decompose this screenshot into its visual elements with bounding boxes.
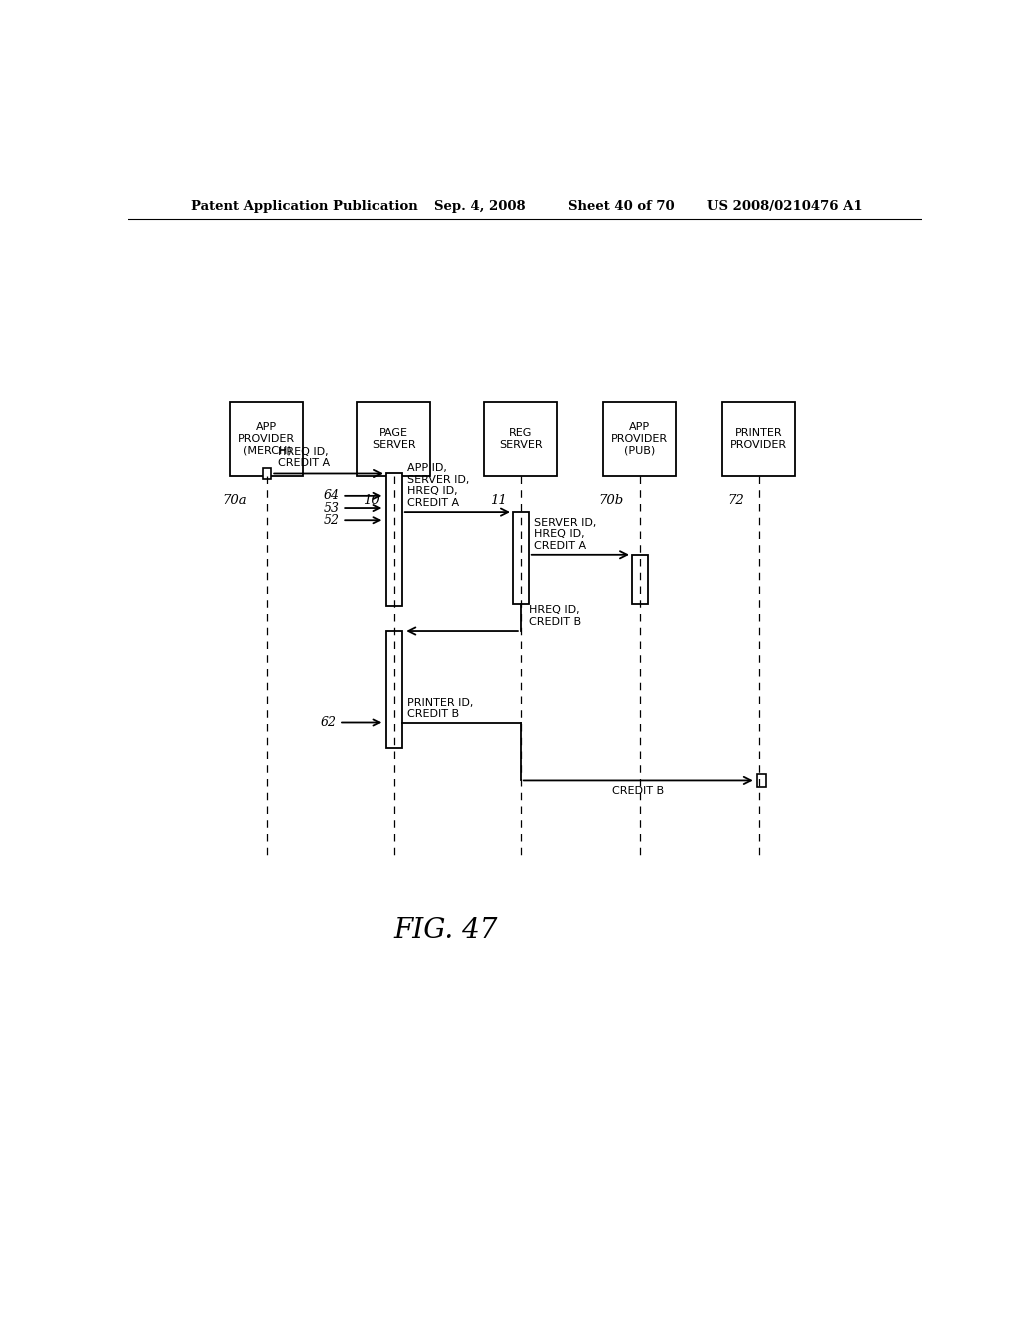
Bar bbox=[603, 403, 677, 475]
Text: HREQ ID,
CREDIT B: HREQ ID, CREDIT B bbox=[528, 606, 581, 627]
Text: PRINTER
PROVIDER: PRINTER PROVIDER bbox=[730, 428, 787, 450]
Text: SERVER ID,
HREQ ID,
CREDIT A: SERVER ID, HREQ ID, CREDIT A bbox=[534, 517, 596, 550]
Text: HREQ ID,
CREDIT A: HREQ ID, CREDIT A bbox=[278, 446, 330, 469]
Bar bbox=[386, 474, 401, 606]
Bar bbox=[722, 403, 796, 475]
Text: 72: 72 bbox=[728, 494, 744, 507]
Bar bbox=[632, 554, 648, 603]
Text: REG
SERVER: REG SERVER bbox=[499, 428, 543, 450]
Text: 52: 52 bbox=[324, 513, 340, 527]
Text: 53: 53 bbox=[324, 502, 340, 515]
Text: 62: 62 bbox=[321, 715, 337, 729]
Text: PAGE
SERVER: PAGE SERVER bbox=[372, 428, 416, 450]
Text: Patent Application Publication: Patent Application Publication bbox=[191, 199, 418, 213]
Bar bbox=[757, 775, 766, 787]
Text: Sheet 40 of 70: Sheet 40 of 70 bbox=[568, 199, 675, 213]
Text: APP
PROVIDER
(PUB): APP PROVIDER (PUB) bbox=[611, 422, 669, 455]
Text: APP
PROVIDER
(MERCH): APP PROVIDER (MERCH) bbox=[239, 422, 296, 455]
Text: APP ID,
SERVER ID,
HREQ ID,
CREDIT A: APP ID, SERVER ID, HREQ ID, CREDIT A bbox=[407, 463, 469, 508]
Text: Sep. 4, 2008: Sep. 4, 2008 bbox=[433, 199, 525, 213]
Text: 64: 64 bbox=[324, 490, 340, 503]
Bar bbox=[230, 403, 303, 475]
Bar bbox=[262, 467, 271, 479]
Text: PRINTER ID,
CREDIT B: PRINTER ID, CREDIT B bbox=[407, 698, 473, 719]
Text: 70b: 70b bbox=[599, 494, 624, 507]
Text: CREDIT B: CREDIT B bbox=[612, 785, 665, 796]
Text: 70a: 70a bbox=[222, 494, 247, 507]
Text: 11: 11 bbox=[489, 494, 507, 507]
Text: 10: 10 bbox=[362, 494, 380, 507]
Bar bbox=[386, 631, 401, 748]
Text: US 2008/0210476 A1: US 2008/0210476 A1 bbox=[708, 199, 863, 213]
Bar bbox=[513, 512, 528, 603]
Text: FIG. 47: FIG. 47 bbox=[393, 917, 498, 944]
Bar bbox=[357, 403, 430, 475]
Bar bbox=[484, 403, 557, 475]
